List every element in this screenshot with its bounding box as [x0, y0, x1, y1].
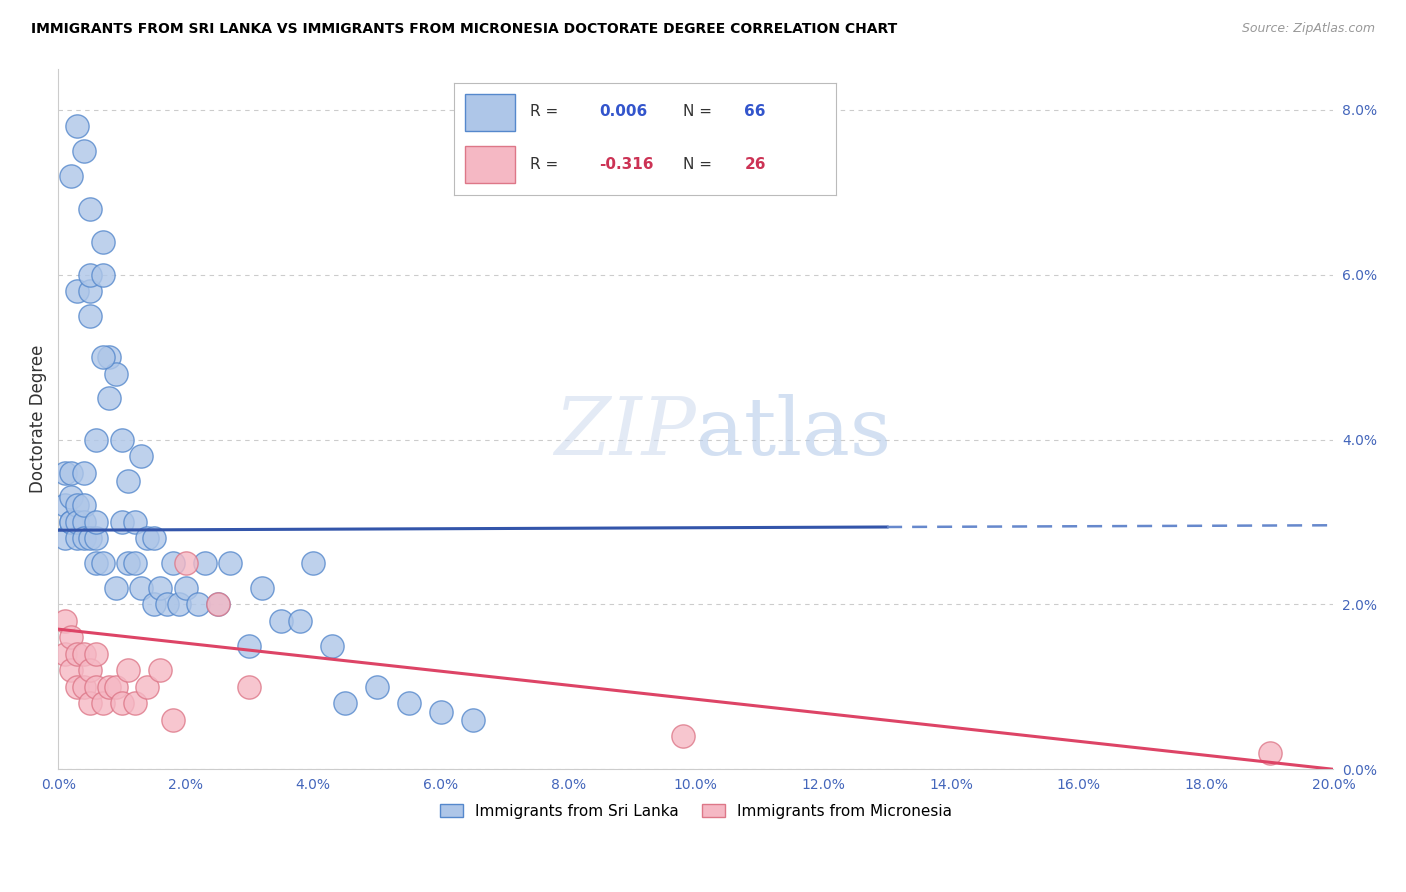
- Point: [117, 556, 139, 570]
- Point: [117, 474, 139, 488]
- Point: [91, 268, 114, 282]
- Point: [238, 680, 260, 694]
- Point: [59, 631, 82, 645]
- Point: [86, 515, 108, 529]
- Point: [79, 697, 101, 711]
- Point: [124, 515, 146, 529]
- Point: [187, 598, 209, 612]
- Point: [672, 729, 695, 743]
- Point: [129, 449, 152, 463]
- Point: [73, 515, 96, 529]
- Point: [59, 515, 82, 529]
- Point: [207, 598, 229, 612]
- Point: [136, 532, 159, 546]
- Point: [91, 697, 114, 711]
- Point: [129, 581, 152, 595]
- Point: [86, 647, 108, 661]
- Point: [1258, 746, 1281, 760]
- Text: atlas: atlas: [696, 394, 891, 472]
- Point: [142, 532, 165, 546]
- Point: [136, 680, 159, 694]
- Point: [66, 680, 89, 694]
- Point: [321, 639, 343, 653]
- Point: [79, 202, 101, 216]
- Point: [59, 169, 82, 183]
- Point: [104, 367, 127, 381]
- Point: [98, 680, 121, 694]
- Point: [59, 664, 82, 678]
- Point: [219, 556, 242, 570]
- Point: [79, 664, 101, 678]
- Point: [207, 598, 229, 612]
- Point: [86, 680, 108, 694]
- Point: [59, 515, 82, 529]
- Point: [53, 466, 76, 480]
- Point: [252, 581, 274, 595]
- Point: [111, 433, 134, 447]
- Point: [104, 680, 127, 694]
- Point: [73, 499, 96, 513]
- Point: [302, 556, 325, 570]
- Point: [59, 466, 82, 480]
- Point: [66, 515, 89, 529]
- Point: [66, 284, 89, 298]
- Point: [79, 268, 101, 282]
- Text: Source: ZipAtlas.com: Source: ZipAtlas.com: [1241, 22, 1375, 36]
- Point: [333, 697, 356, 711]
- Point: [174, 581, 197, 595]
- Point: [429, 705, 451, 719]
- Point: [98, 350, 121, 364]
- Point: [66, 499, 89, 513]
- Point: [98, 392, 121, 406]
- Point: [79, 532, 101, 546]
- Point: [124, 556, 146, 570]
- Point: [366, 680, 388, 694]
- Point: [86, 433, 108, 447]
- Point: [73, 466, 96, 480]
- Point: [91, 350, 114, 364]
- Point: [53, 499, 76, 513]
- Point: [174, 556, 197, 570]
- Point: [53, 647, 76, 661]
- Point: [66, 120, 89, 134]
- Point: [169, 598, 191, 612]
- Point: [155, 598, 177, 612]
- Point: [124, 697, 146, 711]
- Point: [461, 713, 484, 727]
- Point: [270, 614, 292, 628]
- Point: [111, 697, 134, 711]
- Point: [117, 664, 139, 678]
- Point: [86, 556, 108, 570]
- Point: [86, 532, 108, 546]
- Point: [91, 556, 114, 570]
- Point: [149, 581, 172, 595]
- Point: [91, 235, 114, 249]
- Point: [162, 713, 184, 727]
- Point: [290, 614, 312, 628]
- Y-axis label: Doctorate Degree: Doctorate Degree: [30, 344, 46, 493]
- Point: [238, 639, 260, 653]
- Point: [194, 556, 217, 570]
- Point: [398, 697, 420, 711]
- Point: [104, 581, 127, 595]
- Point: [73, 680, 96, 694]
- Point: [66, 647, 89, 661]
- Point: [53, 532, 76, 546]
- Point: [73, 647, 96, 661]
- Point: [66, 532, 89, 546]
- Point: [79, 284, 101, 298]
- Point: [142, 598, 165, 612]
- Point: [162, 556, 184, 570]
- Point: [79, 309, 101, 323]
- Point: [73, 144, 96, 158]
- Legend: Immigrants from Sri Lanka, Immigrants from Micronesia: Immigrants from Sri Lanka, Immigrants fr…: [433, 797, 957, 825]
- Point: [111, 515, 134, 529]
- Text: IMMIGRANTS FROM SRI LANKA VS IMMIGRANTS FROM MICRONESIA DOCTORATE DEGREE CORRELA: IMMIGRANTS FROM SRI LANKA VS IMMIGRANTS …: [31, 22, 897, 37]
- Point: [73, 532, 96, 546]
- Point: [59, 490, 82, 504]
- Text: ZIP: ZIP: [554, 394, 696, 472]
- Point: [53, 614, 76, 628]
- Point: [149, 664, 172, 678]
